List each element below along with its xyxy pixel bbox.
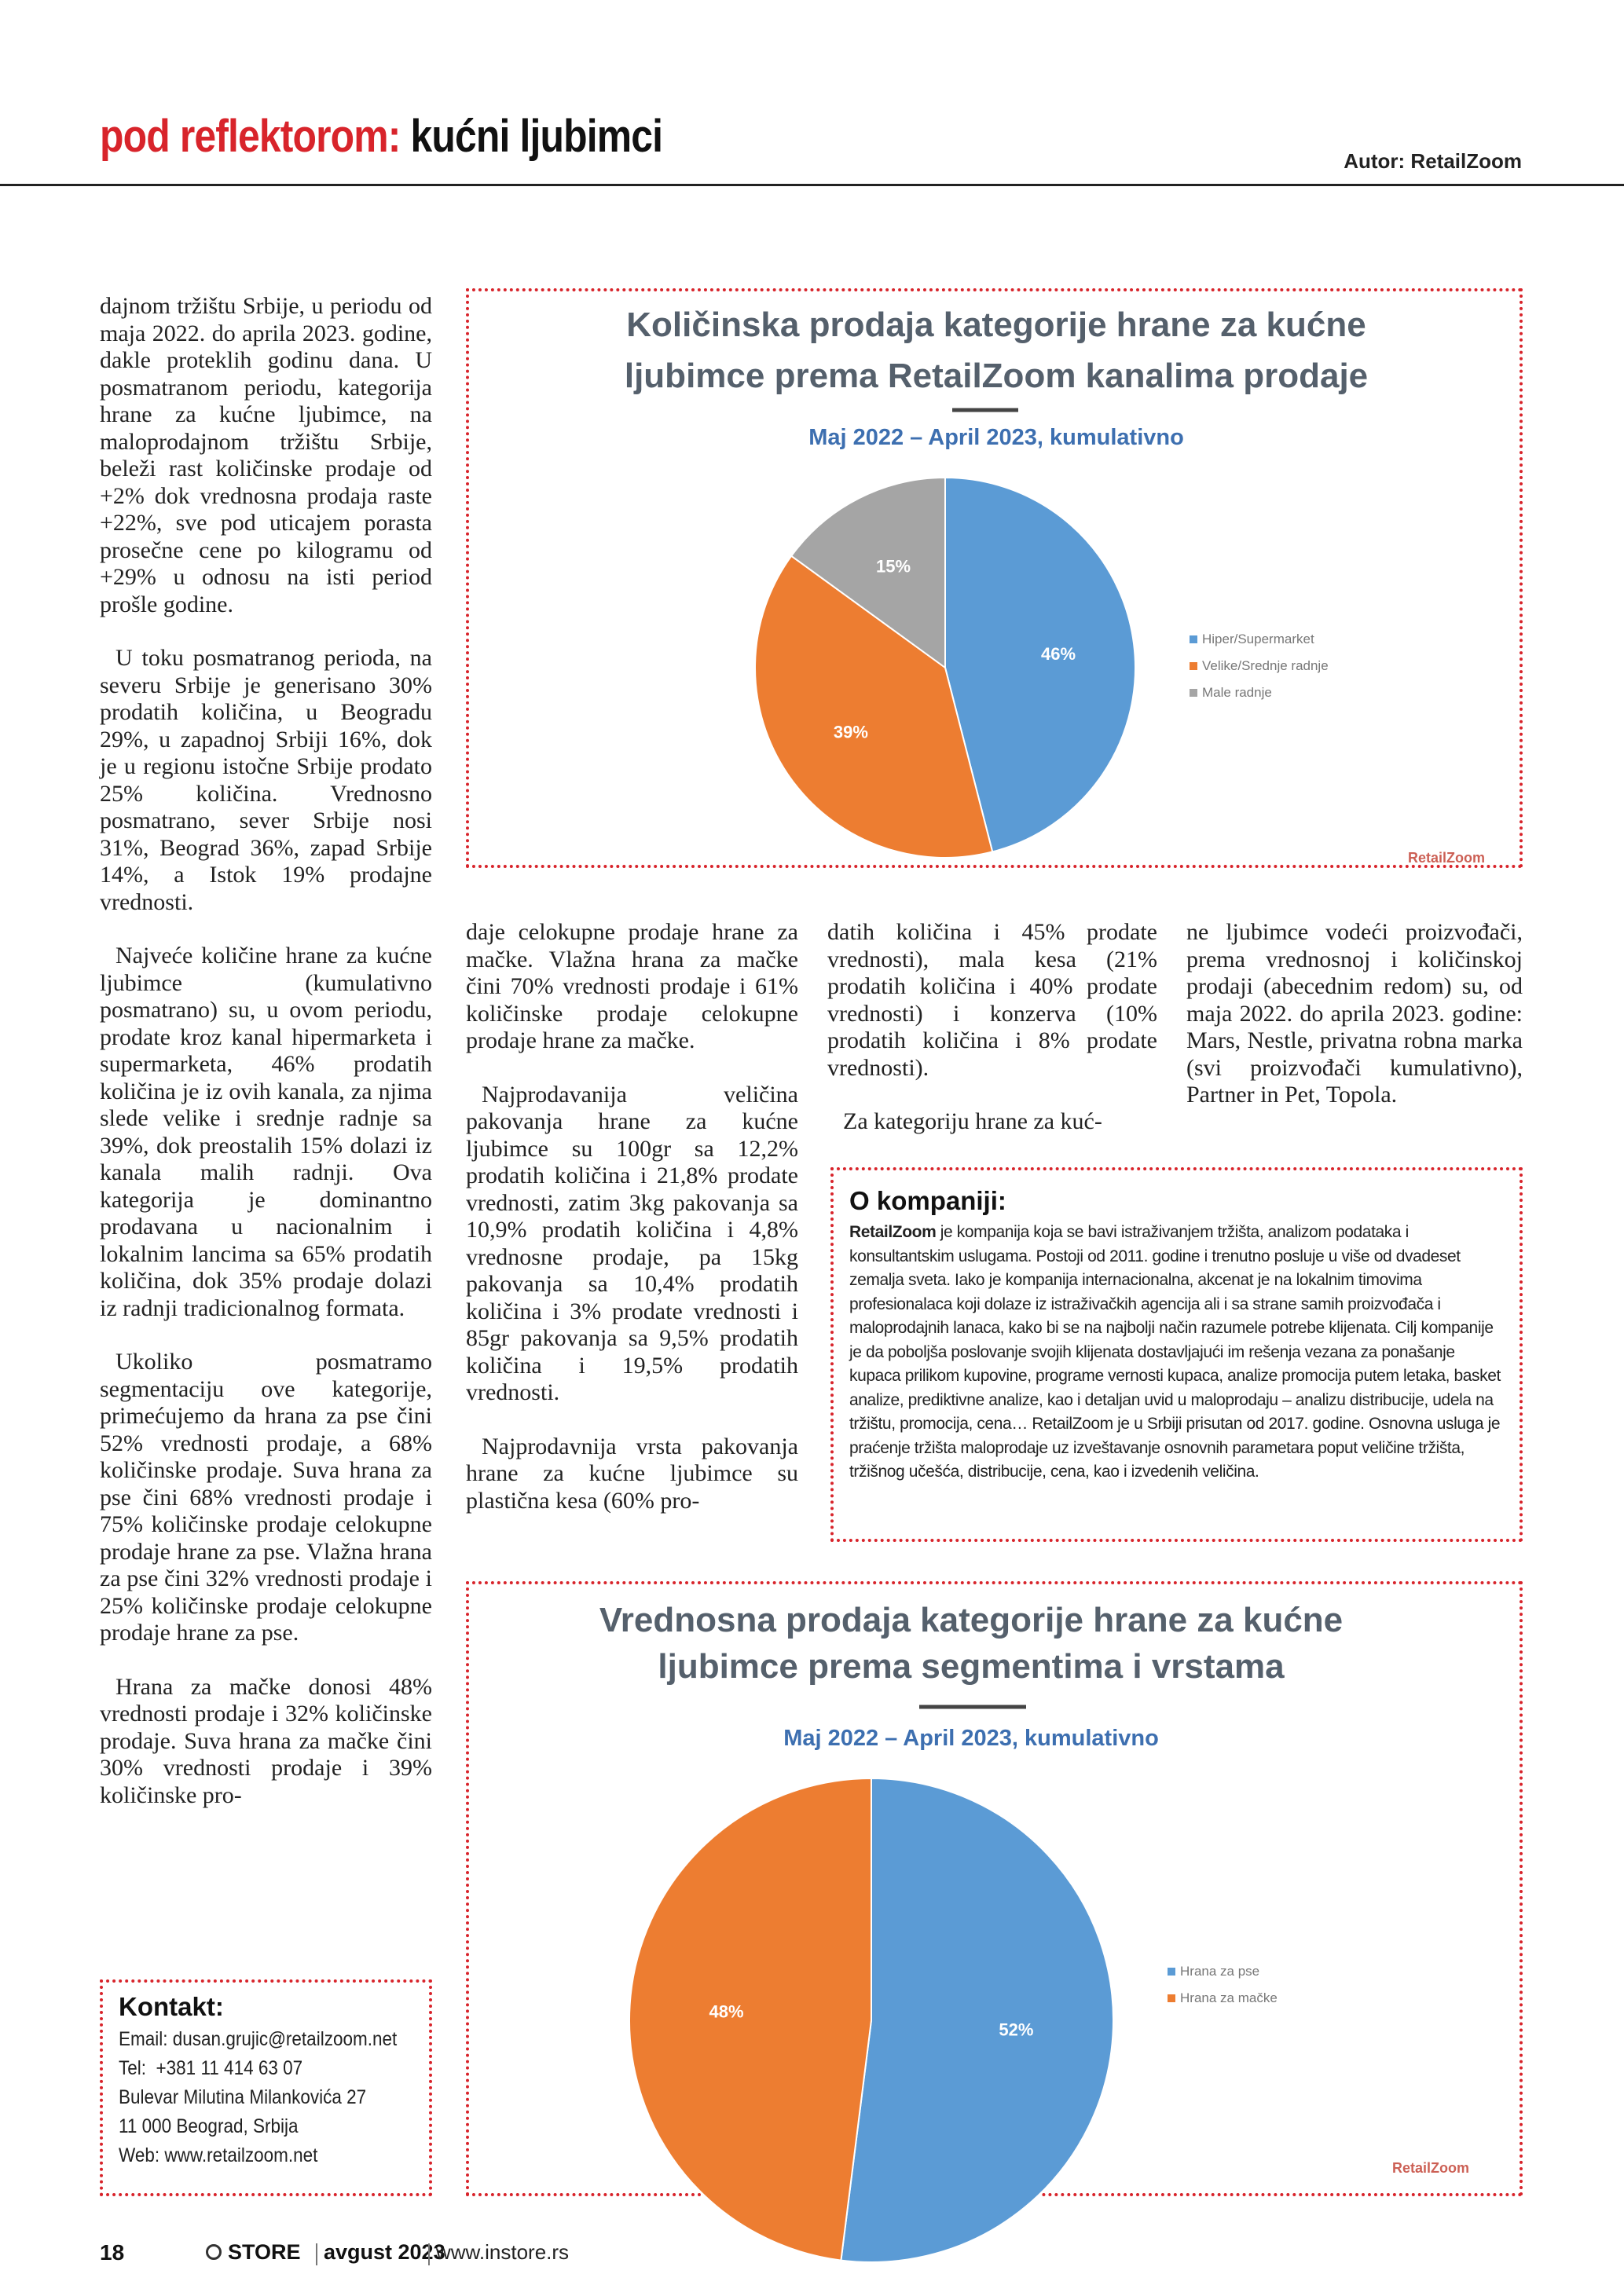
section-name: pod reflektorom: <box>100 111 401 162</box>
pie-slice <box>629 1777 872 2261</box>
legend-swatch <box>1168 1968 1175 1976</box>
contact-box: Kontakt: Email: dusan.grujic@retailzoom.… <box>100 1979 432 2196</box>
text-column: ne ljubimce vodeći proizvođači, prema vr… <box>1186 919 1523 1136</box>
text-column: daje celokupne prodaje hrane za mačke. V… <box>466 919 798 1541</box>
paragraph: datih količina i 45% prodate vrednosti),… <box>827 919 1157 1081</box>
logo-icon <box>206 2244 222 2260</box>
slice-label: 46% <box>1041 644 1076 664</box>
magazine-name: STORE <box>228 2240 301 2264</box>
text-column: dajnom tržištu Srbije, u periodu od maja… <box>100 293 432 1836</box>
legend-label: Hrana za mačke <box>1180 1990 1278 2005</box>
slice-label: 48% <box>709 2001 744 2021</box>
paragraph: Najprodavnija vrsta pakovanja hrane za k… <box>466 1433 798 1514</box>
chart-subtitle: Maj 2022 – April 2023, kumulativno <box>808 425 1184 450</box>
legend-label: Male radnje <box>1202 685 1272 700</box>
legend-label: Hrana za pse <box>1180 1964 1259 1979</box>
slice-label: 52% <box>999 2020 1033 2040</box>
paragraph: daje celokupne prodaje hrane za mačke. V… <box>466 919 798 1053</box>
legend-swatch <box>1168 1994 1175 2002</box>
legend-label: Hiper/Supermarket <box>1202 632 1314 646</box>
pie-slice <box>944 476 1136 853</box>
company-box: O kompaniji: RetailZoom je kompanija koj… <box>830 1167 1523 1542</box>
header-title: pod reflektorom: kućni ljubimci <box>100 110 663 163</box>
text-column: datih količina i 45% prodate vrednosti),… <box>827 919 1157 1163</box>
contact-line: Bulevar Milutina Milankovića 27 <box>119 2086 367 2108</box>
paragraph: U toku posmatranog perioda, na severu Sr… <box>100 645 432 915</box>
legend-swatch <box>1190 662 1197 670</box>
page-topic: kućni ljubimci <box>410 111 663 162</box>
company-body: je kompanija koja se bavi istraživanjem … <box>849 1223 1501 1481</box>
paragraph: dajnom tržištu Srbije, u periodu od maja… <box>100 293 432 617</box>
header-rule <box>0 184 1624 186</box>
contact-title: Kontakt: <box>119 1992 224 2021</box>
company-text: RetailZoom je kompanija koja se bavi ist… <box>849 1221 1504 1485</box>
watermark: RetailZoom <box>1392 2160 1469 2176</box>
paragraph: Za kategoriju hrane za kuć- <box>843 1108 1102 1134</box>
legend-swatch <box>1190 635 1197 643</box>
legend-swatch <box>1190 689 1197 697</box>
author: Autor: RetailZoom <box>1344 149 1522 173</box>
website: www.instore.rs <box>436 2240 570 2264</box>
contact-line: Tel: +381 11 414 63 07 <box>119 2057 303 2079</box>
issue: avgust 2023 <box>324 2240 445 2264</box>
chart-title: Vrednosna prodaja kategorije hrane za ku… <box>599 1601 1343 1639</box>
pie-slice <box>754 555 994 859</box>
paragraph: Hrana za mačke donosi 48% vrednosti prod… <box>100 1673 432 1808</box>
paragraph: Najveće količine hrane za kućne ljubimce… <box>100 943 432 1321</box>
separator <box>428 2243 430 2265</box>
company-name: RetailZoom <box>849 1223 937 1241</box>
page-number: 18 <box>100 2240 125 2265</box>
pie-slice <box>840 1777 1115 2263</box>
paragraph: ne ljubimce vodeći proizvođači, prema vr… <box>1186 919 1523 1108</box>
company-title: O kompaniji: <box>849 1186 1006 1215</box>
separator <box>316 2243 317 2265</box>
contact-line: Web: www.retailzoom.net <box>119 2144 318 2166</box>
pie-slice <box>790 476 946 669</box>
slice-label: 39% <box>834 723 868 742</box>
paragraph: Najprodavanija veličina pakovanja hrane … <box>466 1081 798 1406</box>
slice-label: 15% <box>876 557 911 577</box>
contact-line: Email: dusan.grujic@retailzoom.net <box>119 2028 398 2050</box>
chart-title: ljubimce prema segmentima i vrstama <box>658 1647 1285 1686</box>
chart-title: Količinska prodaja kategorije hrane za k… <box>626 306 1366 344</box>
contact-line: 11 000 Beograd, Srbija <box>119 2115 299 2137</box>
chart-subtitle: Maj 2022 – April 2023, kumulativno <box>783 1726 1159 1751</box>
paragraph: Ukoliko posmatramo segmentaciju ove kate… <box>100 1349 432 1646</box>
chart-frame <box>466 288 1523 868</box>
watermark: RetailZoom <box>1408 850 1485 866</box>
legend-label: Velike/Srednje radnje <box>1202 658 1329 673</box>
chart-title: ljubimce prema RetailZoom kanalima proda… <box>625 357 1368 395</box>
